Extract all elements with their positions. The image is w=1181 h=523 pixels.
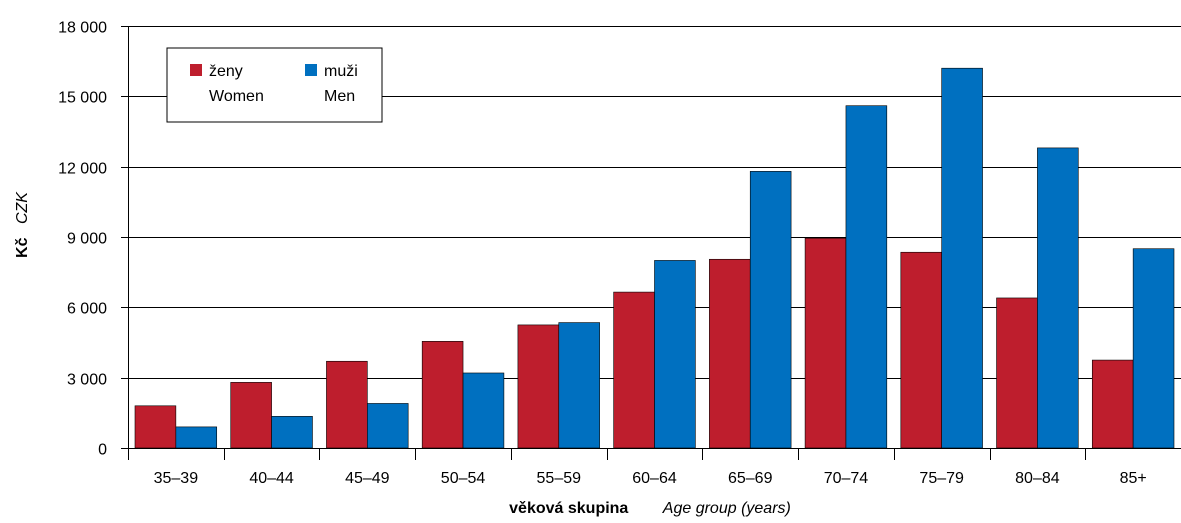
bar-men (845, 105, 888, 449)
x-tick-label: 80–84 (1015, 470, 1060, 487)
bar-women (996, 297, 1038, 449)
bar-men (175, 426, 218, 449)
y-tick-label: 15 000 (58, 90, 107, 107)
legend-swatch-men (305, 64, 317, 76)
x-tick-label: 45–49 (345, 470, 390, 487)
y-tick-labels: 0 3 000 6 000 9 000 12 000 15 000 18 000 (58, 20, 107, 459)
bar-women (134, 405, 177, 449)
bar-women (709, 258, 751, 449)
y-tick-label: 3 000 (67, 372, 107, 389)
x-axis-title-cz: věková skupina (509, 500, 628, 517)
axes (121, 26, 1181, 460)
bar-women (804, 237, 847, 449)
y-tick-label: 6 000 (67, 301, 107, 318)
x-tick-label: 60–64 (632, 470, 677, 487)
bar-men (941, 67, 983, 449)
bar-men (462, 372, 505, 449)
y-tick-label: 12 000 (58, 161, 107, 178)
y-axis-title: Kč CZK (14, 191, 31, 258)
x-tick-label: 40–44 (249, 470, 294, 487)
bar-men (558, 322, 600, 449)
x-axis-title: věková skupina Age group (years) (509, 500, 791, 517)
bar-men (654, 260, 696, 449)
bar-men (1132, 248, 1175, 449)
bar-men (1037, 147, 1079, 449)
y-tick-label: 9 000 (67, 231, 107, 248)
bar-men (271, 416, 313, 449)
x-tick-label: 35–39 (154, 470, 199, 487)
legend-swatch-women (190, 64, 202, 76)
bar-women (900, 251, 942, 449)
bar-men (749, 171, 792, 449)
x-tick-label: 70–74 (824, 470, 869, 487)
bars (134, 67, 1175, 449)
bar-women (421, 341, 464, 449)
bar-women (1091, 359, 1134, 449)
bar-women (326, 360, 368, 449)
legend-label-women-en: Women (209, 88, 264, 105)
y-axis-title-en: CZK (14, 191, 31, 224)
legend: ženy Women muži Men (166, 47, 383, 123)
legend-label-men-en: Men (324, 88, 355, 105)
x-tick-labels: 35–39 40–44 45–49 50–54 55–59 60–64 65–69 70–74… (154, 470, 1147, 487)
legend-label-men-cz: muži (324, 63, 358, 80)
x-axis-title-en: Age group (years) (662, 500, 791, 517)
x-tick-label: 85+ (1120, 470, 1147, 487)
x-tick-label: 65–69 (728, 470, 773, 487)
bar-men (367, 403, 409, 449)
y-tick-label: 18 000 (58, 20, 107, 37)
bar-women (230, 382, 272, 449)
bar-women (517, 324, 560, 449)
x-tick-label: 50–54 (441, 470, 486, 487)
legend-label-women-cz: ženy (209, 63, 243, 80)
x-tick-label: 75–79 (919, 470, 964, 487)
y-tick-label: 0 (98, 442, 107, 459)
y-axis-title-cz: Kč (14, 237, 31, 258)
legend-box (166, 47, 383, 123)
x-tick-label: 55–59 (537, 470, 582, 487)
bar-women (613, 291, 655, 449)
